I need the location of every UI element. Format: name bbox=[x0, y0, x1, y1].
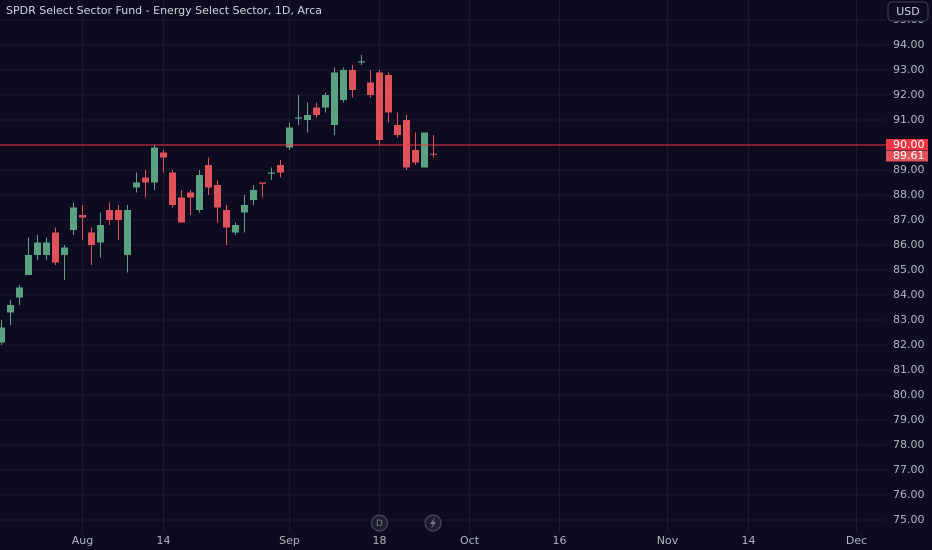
candle-body bbox=[97, 225, 104, 243]
candle-body bbox=[403, 120, 410, 168]
lightning-icon bbox=[430, 517, 436, 529]
candle-body bbox=[16, 287, 23, 298]
candle-body bbox=[178, 197, 185, 223]
x-tick-label: 14 bbox=[157, 534, 171, 547]
x-tick-label: Oct bbox=[460, 534, 480, 547]
y-tick-label: 91.00 bbox=[893, 113, 925, 126]
candle-body bbox=[259, 182, 266, 184]
hline-label: 90.00 bbox=[893, 138, 925, 151]
candle-body bbox=[295, 117, 302, 119]
price-axis-bg bbox=[886, 0, 932, 550]
candle-body bbox=[160, 152, 167, 158]
chart-title: SPDR Select Sector Fund - Energy Select … bbox=[6, 4, 322, 17]
candle-body bbox=[151, 147, 158, 183]
candle-body bbox=[70, 207, 77, 230]
candle-body bbox=[7, 305, 14, 313]
y-tick-label: 82.00 bbox=[893, 338, 925, 351]
candle-body bbox=[223, 210, 230, 228]
candle-body bbox=[358, 61, 365, 63]
candle-body bbox=[277, 165, 284, 173]
candle-body bbox=[340, 70, 347, 100]
candle-body bbox=[61, 247, 68, 255]
candle-body bbox=[214, 185, 221, 208]
event-icon[interactable] bbox=[424, 514, 442, 532]
candle-body bbox=[385, 75, 392, 113]
candle-body bbox=[367, 82, 374, 95]
axes: 75.00 76.00 77.00 78.00 79.00 80.00 81.00 82.00… bbox=[72, 13, 925, 547]
candle-body bbox=[232, 225, 239, 233]
y-tick-label: 84.00 bbox=[893, 288, 925, 301]
candle-body bbox=[0, 327, 5, 343]
candle-body bbox=[196, 175, 203, 210]
candle-body bbox=[52, 232, 59, 263]
y-tick-label: 77.00 bbox=[893, 463, 925, 476]
candle-body bbox=[304, 115, 311, 120]
y-tick-label: 93.00 bbox=[893, 63, 925, 76]
x-tick-label: Aug bbox=[72, 534, 93, 547]
candle-body bbox=[169, 172, 176, 205]
y-tick-label: 79.00 bbox=[893, 413, 925, 426]
y-tick-label: 80.00 bbox=[893, 388, 925, 401]
candle-body bbox=[115, 210, 122, 220]
y-tick-label: 86.00 bbox=[893, 238, 925, 251]
candle-body bbox=[250, 190, 257, 200]
y-tick-label: 78.00 bbox=[893, 438, 925, 451]
candle-body bbox=[133, 182, 140, 188]
candle-body bbox=[142, 177, 149, 183]
candle-body bbox=[34, 242, 41, 255]
y-tick-label: 89.00 bbox=[893, 163, 925, 176]
candle-body bbox=[43, 242, 50, 255]
y-tick-label: 76.00 bbox=[893, 488, 925, 501]
candle-body bbox=[25, 255, 32, 275]
y-tick-label: 88.00 bbox=[893, 188, 925, 201]
x-tick-label: 14 bbox=[742, 534, 756, 547]
candle-body bbox=[331, 72, 338, 125]
y-tick-label: 85.00 bbox=[893, 263, 925, 276]
candle-body bbox=[205, 165, 212, 188]
candle-body bbox=[421, 132, 428, 168]
candle-body bbox=[241, 205, 248, 213]
y-tick-label: 75.00 bbox=[893, 513, 925, 526]
currency-button[interactable] bbox=[887, 1, 929, 22]
x-tick-label: Sep bbox=[279, 534, 300, 547]
plot bbox=[0, 55, 886, 345]
dividend-marker[interactable]: D bbox=[376, 519, 383, 529]
candle-body bbox=[79, 215, 86, 218]
candle-body bbox=[106, 210, 113, 220]
dividend-circle[interactable] bbox=[371, 514, 388, 532]
candle-body bbox=[187, 192, 194, 198]
grid bbox=[0, 0, 886, 533]
x-tick-label: Dec bbox=[846, 534, 867, 547]
candle-body bbox=[268, 172, 275, 174]
hline-label-bg bbox=[886, 139, 928, 150]
candle-body bbox=[124, 210, 131, 255]
y-tick-label: 81.00 bbox=[893, 363, 925, 376]
currency-label[interactable]: USD bbox=[896, 5, 920, 18]
candle-body bbox=[88, 232, 95, 245]
x-tick-label: 16 bbox=[553, 534, 567, 547]
y-tick-label: 92.00 bbox=[893, 88, 925, 101]
x-tick-label: 18 bbox=[373, 534, 387, 547]
candle-body bbox=[430, 153, 437, 155]
x-tick-label: Nov bbox=[657, 534, 679, 547]
y-tick-label: 83.00 bbox=[893, 313, 925, 326]
y-tick-label: 94.00 bbox=[893, 38, 925, 51]
y-tick-label: 87.00 bbox=[893, 213, 925, 226]
candle-body bbox=[286, 127, 293, 148]
last-price-label: 89.61 bbox=[893, 149, 925, 162]
last-price-bg bbox=[886, 150, 928, 162]
candle-body bbox=[412, 150, 419, 163]
candle-body bbox=[376, 72, 383, 140]
candle-body bbox=[394, 125, 401, 135]
candle-body bbox=[349, 70, 356, 90]
candle-body bbox=[322, 95, 329, 108]
candle-body bbox=[313, 107, 320, 115]
